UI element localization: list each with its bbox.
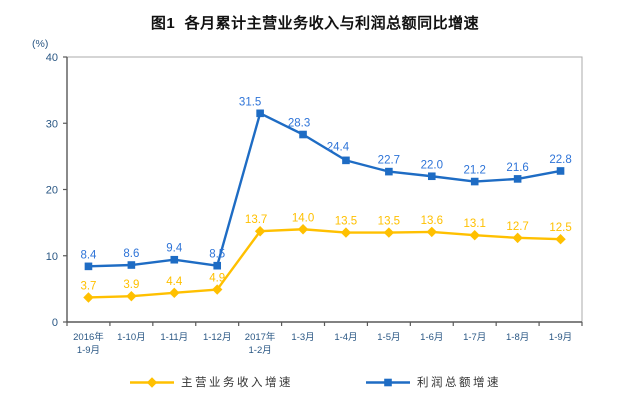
x-tick-label: 1-9月 [549, 332, 572, 343]
revenue-marker [512, 232, 523, 244]
revenue-data-label: 13.7 [245, 214, 267, 226]
revenue-marker [169, 287, 180, 299]
profit-series-line [88, 112, 561, 268]
legend-marker [384, 378, 392, 386]
revenue-data-label: 3.7 [80, 280, 96, 292]
profit-data-label: 21.2 [464, 165, 486, 177]
revenue-series-line [88, 228, 561, 299]
profit-marker [170, 255, 179, 264]
x-tick-label: 1-6月 [420, 332, 443, 343]
x-axis-labels: 2016年 1-9月 1-10月 1-11月 1-12月 2017年 1-2月 1-3月 1-4… [73, 331, 572, 356]
revenue-marker [383, 227, 395, 238]
x-tick-label: 1-9月 [77, 345, 100, 356]
profit-data-label: 22.8 [549, 154, 571, 166]
profit-marker [84, 262, 93, 271]
revenue-data-label: 4.4 [166, 276, 183, 288]
revenue-data-label: 13.5 [335, 216, 357, 228]
revenue-data-label: 12.5 [549, 222, 571, 234]
profit-marker [513, 175, 522, 183]
x-tick-label: 1-2月 [249, 345, 272, 356]
legend-marker [146, 376, 158, 388]
revenue-marker [212, 284, 223, 295]
y-tick-label: 0 [52, 317, 58, 329]
profit-data-label: 22.0 [421, 159, 443, 171]
profit-data-label: 9.4 [166, 243, 183, 255]
legend-item-revenue: 主营业务收入增速 [129, 374, 293, 390]
x-tick-label: 1-12月 [203, 332, 232, 343]
revenue-data-label: 13.5 [378, 216, 400, 228]
chart-title: 图1 各月累计主营业务收入与利润总额同比增速 [150, 15, 480, 32]
legend-item-profit: 利润总额增速 [365, 374, 501, 390]
revenue-marker [254, 226, 266, 237]
profit-data-label: 31.5 [239, 96, 261, 108]
y-tick-label: 40 [46, 52, 58, 64]
revenue-series: 3.7 3.9 4.4 4.9 13.7 14.0 13.5 13.5 13.6 13.1 12.7… [80, 212, 572, 303]
profit-data-label: 8.5 [209, 249, 225, 261]
y-axis-ticks: 0 10 20 30 40 [46, 52, 67, 329]
x-axis-ticks [66, 322, 583, 326]
profit-data-label: 8.6 [123, 248, 139, 260]
x-tick-label: 1-7月 [463, 332, 486, 343]
revenue-marker [340, 227, 352, 238]
y-tick-label: 20 [46, 185, 58, 197]
x-tick-label: 1-5月 [377, 332, 400, 343]
x-tick-label: 1-3月 [291, 332, 314, 343]
revenue-marker [126, 290, 137, 302]
x-tick-label: 1-4月 [334, 332, 357, 343]
revenue-data-label: 13.1 [464, 218, 486, 230]
revenue-series-swatch-icon [130, 376, 174, 388]
revenue-marker [83, 292, 94, 303]
profit-marker [213, 261, 222, 270]
profit-marker [556, 167, 565, 175]
profit-data-label: 28.3 [288, 118, 310, 130]
revenue-data-label: 3.9 [123, 279, 139, 291]
profit-marker [385, 167, 393, 176]
x-tick-label: 1-11月 [160, 332, 188, 343]
legend: 主营业务收入增速 利润总额增速 [0, 370, 630, 394]
revenue-data-label: 12.7 [506, 221, 528, 233]
profit-marker [299, 130, 307, 139]
profit-data-label: 21.6 [506, 162, 528, 174]
plot-border [66, 56, 583, 323]
legend-label-revenue: 主营业务收入增速 [181, 377, 293, 389]
profit-data-label: 8.4 [80, 249, 97, 261]
revenue-marker [469, 230, 480, 241]
profit-series: 8.4 8.6 9.4 8.5 31.5 28.3 24.4 22.7 22.0 21.2 21.6… [80, 96, 572, 271]
revenue-marker [555, 233, 566, 245]
revenue-data-label: 4.9 [209, 273, 225, 285]
x-tick-label: 2016年 [73, 331, 104, 343]
profit-marker [256, 109, 264, 118]
y-tick-label: 10 [46, 251, 58, 263]
x-tick-label: 2017年 [245, 331, 276, 343]
line-chart-canvas: (%) 0 10 20 30 40 2016年 1-9月 1-10月 1-11月 1-12月 2017… [32, 38, 583, 356]
profit-series-swatch-icon [366, 378, 410, 386]
x-tick-label: 1-10月 [117, 332, 146, 343]
profit-data-label: 24.4 [327, 141, 350, 153]
profit-marker [342, 156, 350, 165]
revenue-data-label: 13.6 [421, 215, 443, 227]
y-tick-label: 30 [46, 118, 58, 130]
legend-label-profit: 利润总额增速 [417, 377, 501, 389]
y-axis-unit-label: (%) [32, 38, 48, 50]
profit-data-label: 22.7 [378, 155, 400, 167]
profit-marker [470, 177, 479, 186]
revenue-marker [297, 224, 309, 235]
x-tick-label: 1-8月 [506, 332, 529, 343]
profit-marker [427, 172, 436, 181]
revenue-marker [426, 226, 437, 238]
revenue-data-label: 14.0 [292, 212, 314, 224]
profit-marker [127, 261, 136, 269]
